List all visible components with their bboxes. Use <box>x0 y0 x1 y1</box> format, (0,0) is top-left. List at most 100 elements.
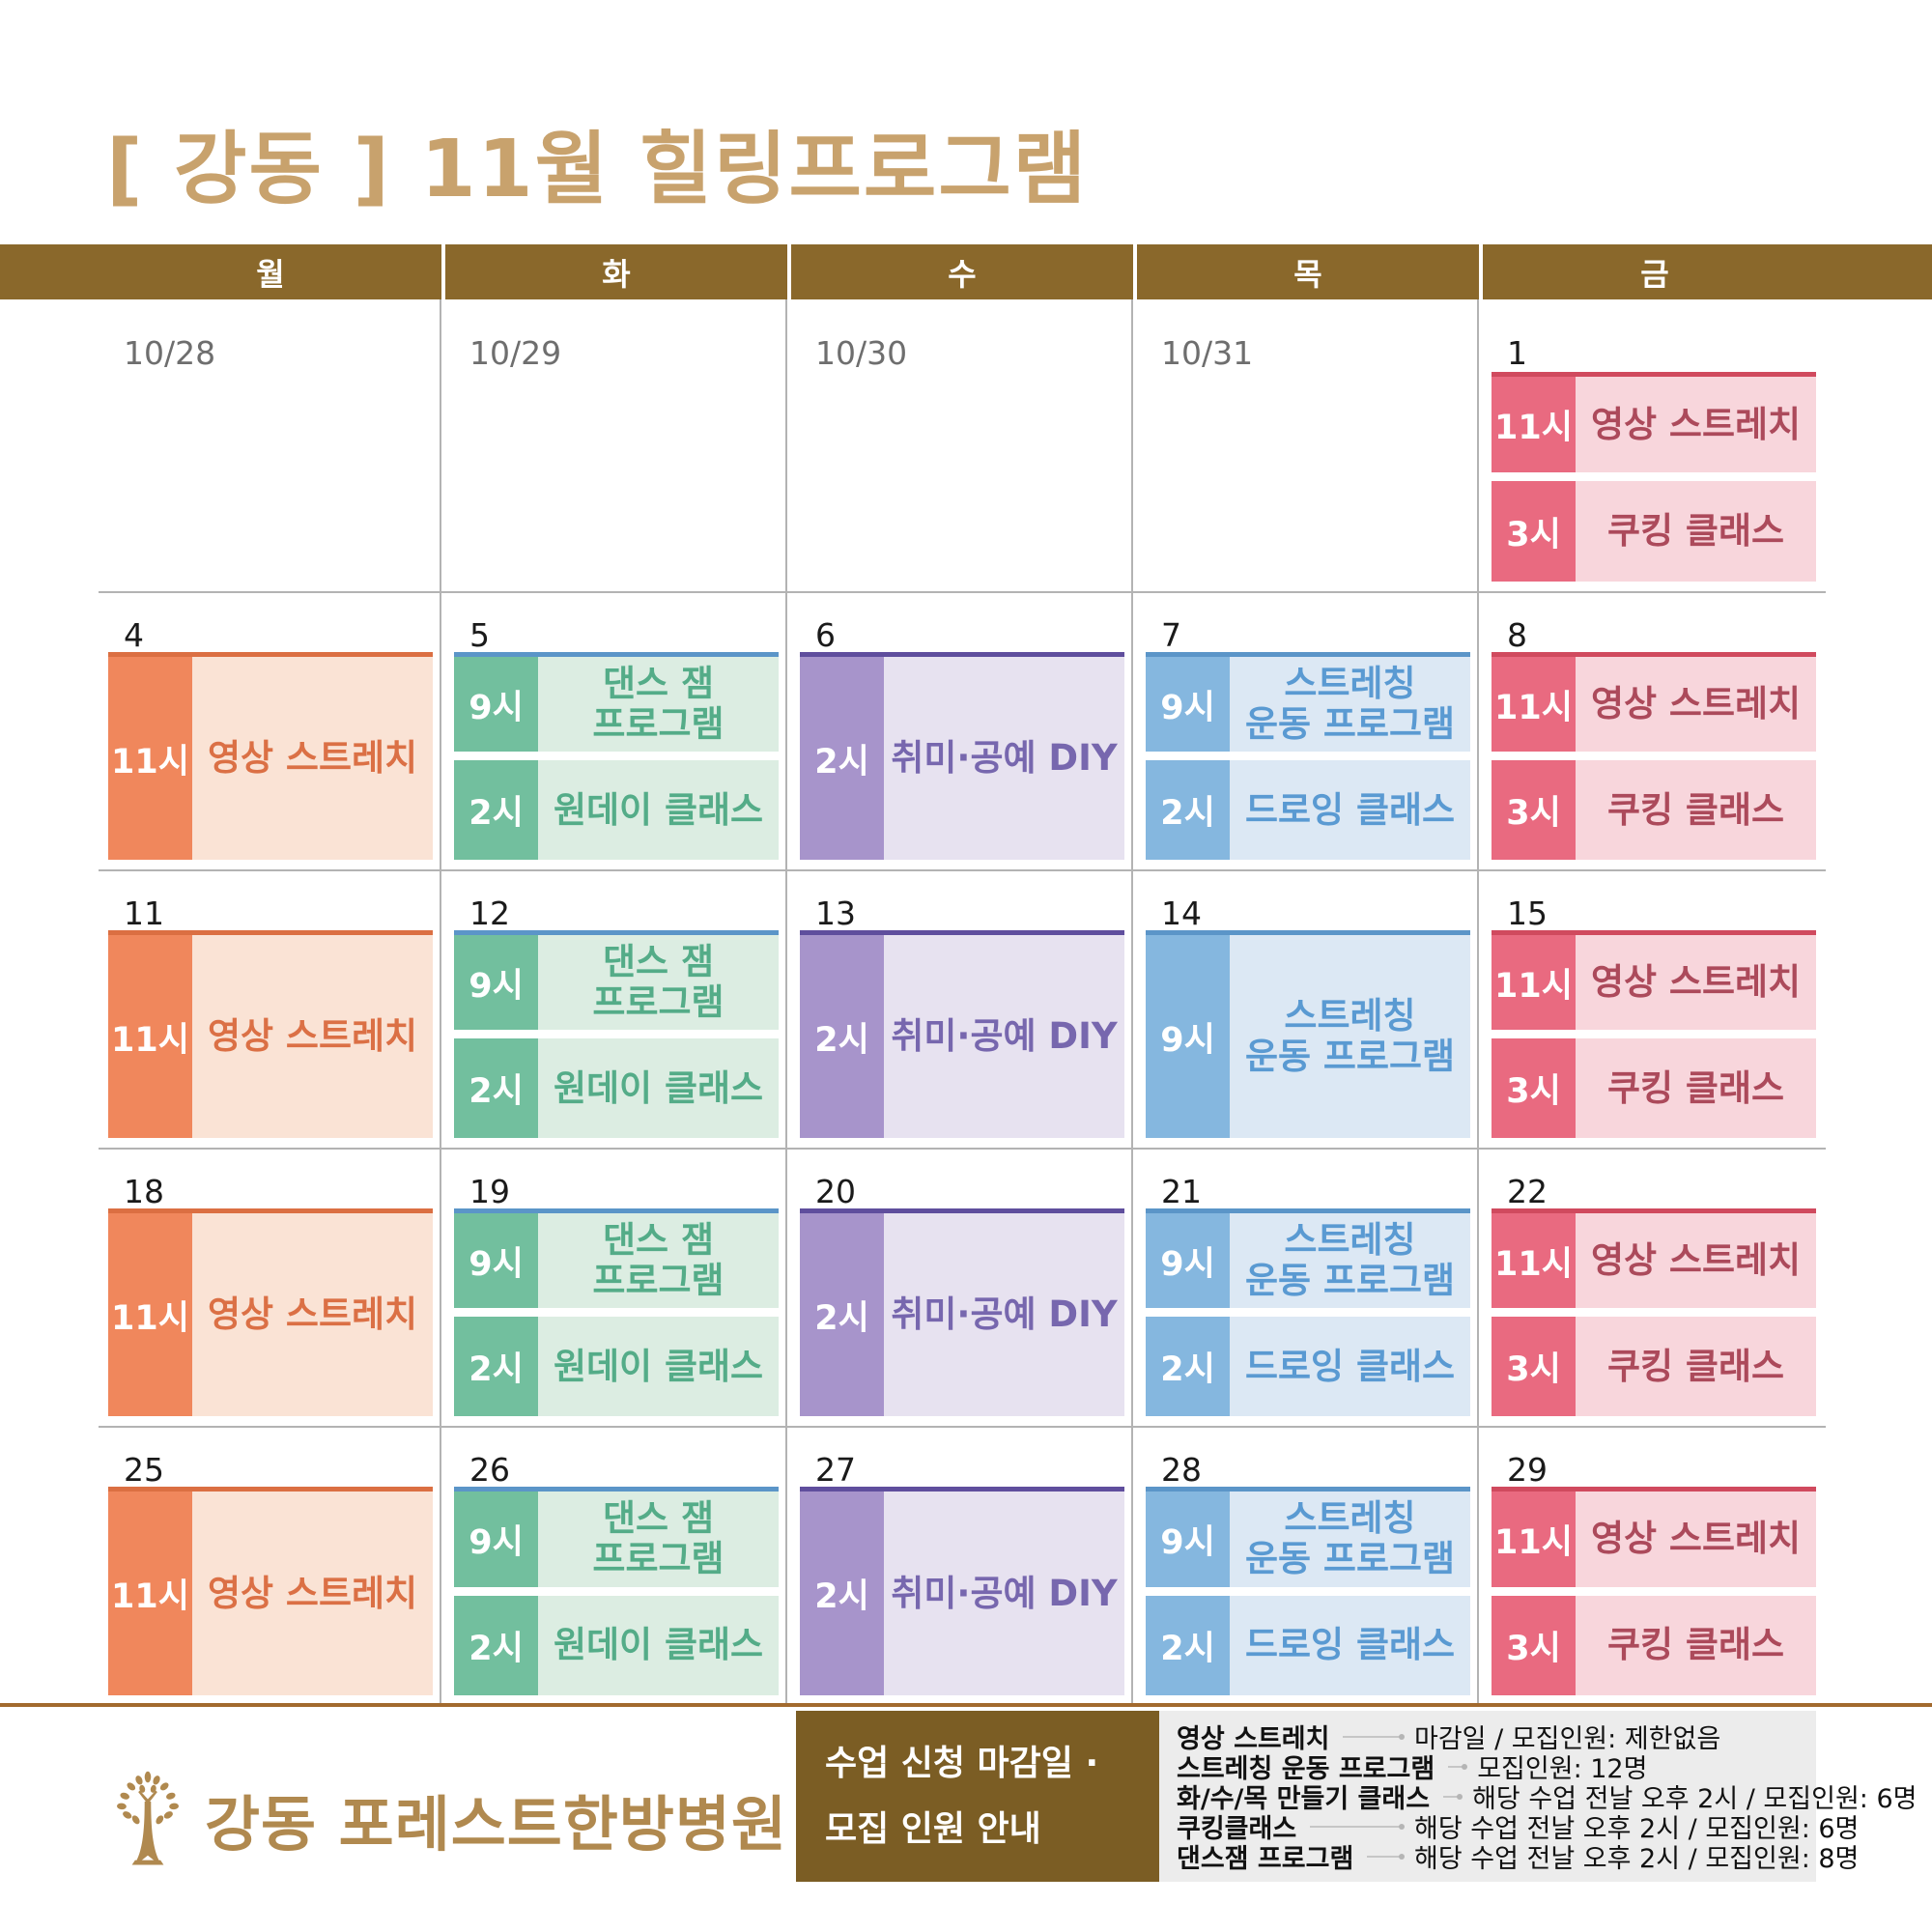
event-time: 2시 <box>454 1595 538 1695</box>
calendar-cell: 12 9시 댄스 잼 프로그램 2시 원데이 클래스 <box>454 869 779 1148</box>
event-block: 11시 영상 스트레치 3시 쿠킹 클래스 <box>1492 930 1816 1138</box>
event-block: 9시 스트레칭 운동 프로그램 2시 드로잉 클래스 <box>1146 1208 1470 1416</box>
info-row-value: 모집인원: 12명 <box>1477 1754 1648 1784</box>
event-row: 11시 영상 스트레치 <box>108 652 433 860</box>
date-label: 18 <box>124 1173 164 1210</box>
event-label: 댄스 잼 프로그램 <box>592 1497 724 1580</box>
event-row: 3시 쿠킹 클래스 <box>1492 1317 1816 1416</box>
weekday-label: 수 <box>948 255 977 293</box>
event-block: 9시 댄스 잼 프로그램 2시 원데이 클래스 <box>454 930 779 1138</box>
event-row: 2시 취미·공예 DIY <box>800 1487 1124 1695</box>
footer-divider <box>0 1703 1932 1707</box>
grid-line-horizontal <box>99 1148 1826 1150</box>
date-label: 7 <box>1161 616 1181 654</box>
event-block: 11시 영상 스트레치 <box>108 652 433 860</box>
connector-line <box>1448 1763 1468 1770</box>
connector-line <box>1367 1853 1405 1860</box>
calendar-cell: 22 11시 영상 스트레치 3시 쿠킹 클래스 <box>1492 1148 1816 1426</box>
event-label: 영상 스트레치 <box>1590 961 1802 1003</box>
event-time: 11시 <box>1492 1492 1576 1587</box>
event-label: 원데이 클래스 <box>553 788 764 831</box>
event-label: 댄스 잼 프로그램 <box>592 663 724 745</box>
date-label: 1 <box>1507 334 1527 372</box>
event-row: 2시 취미·공예 DIY <box>800 930 1124 1138</box>
calendar-cell: 19 9시 댄스 잼 프로그램 2시 원데이 클래스 <box>454 1148 779 1426</box>
event-row: 11시 영상 스트레치 <box>108 1487 433 1695</box>
event-time: 11시 <box>1492 935 1576 1030</box>
event-label: 영상 스트레치 <box>207 1572 418 1614</box>
event-time: 11시 <box>108 935 192 1138</box>
event-row: 11시 영상 스트레치 <box>1492 372 1816 472</box>
event-label: 스트레칭 운동 프로그램 <box>1244 1497 1456 1580</box>
event-label: 스트레칭 운동 프로그램 <box>1244 995 1456 1077</box>
calendar-cell: 20 2시 취미·공예 DIY <box>800 1148 1124 1426</box>
event-label: 영상 스트레치 <box>1590 683 1802 724</box>
calendar-cell: 10/28 <box>108 299 433 591</box>
calendar-cell: 15 11시 영상 스트레치 3시 쿠킹 클래스 <box>1492 869 1816 1148</box>
event-row: 2시 드로잉 클래스 <box>1146 1595 1470 1695</box>
event-block: 11시 영상 스트레치 <box>108 1487 433 1695</box>
info-row-value: 해당 수업 전날 오후 2시 / 모집인원: 6명 <box>1472 1784 1918 1814</box>
date-label: 10/30 <box>815 334 908 372</box>
calendar-cell: 1 11시 영상 스트레치 3시 쿠킹 클래스 <box>1492 299 1816 591</box>
connector-line <box>1443 1793 1463 1800</box>
event-label: 쿠킹 클래스 <box>1606 1624 1785 1666</box>
event-row: 2시 원데이 클래스 <box>454 760 779 860</box>
calendar-cell: 8 11시 영상 스트레치 3시 쿠킹 클래스 <box>1492 591 1816 869</box>
event-label: 드로잉 클래스 <box>1244 788 1456 831</box>
event-label: 영상 스트레치 <box>207 1015 418 1057</box>
event-block: 9시 스트레칭 운동 프로그램 2시 드로잉 클래스 <box>1146 652 1470 860</box>
date-label: 29 <box>1507 1451 1548 1489</box>
event-block: 11시 영상 스트레치 3시 쿠킹 클래스 <box>1492 1208 1816 1416</box>
weekday-header-cell <box>1483 244 1932 299</box>
event-block: 9시 스트레칭 운동 프로그램 <box>1146 930 1470 1138</box>
event-row: 9시 스트레칭 운동 프로그램 <box>1146 1208 1470 1308</box>
grid-line-vertical <box>1477 299 1479 1705</box>
info-row-value: 마감일 / 모집인원: 제한없음 <box>1414 1724 1721 1754</box>
event-row: 11시 영상 스트레치 <box>108 930 433 1138</box>
calendar-cell: 28 9시 스트레칭 운동 프로그램 2시 드로잉 클래스 <box>1146 1426 1470 1705</box>
calendar-cell: 5 9시 댄스 잼 프로그램 2시 원데이 클래스 <box>454 591 779 869</box>
date-label: 20 <box>815 1173 856 1210</box>
info-row-value: 해당 수업 전날 오후 2시 / 모집인원: 6명 <box>1414 1814 1860 1844</box>
event-row: 9시 스트레칭 운동 프로그램 <box>1146 1487 1470 1587</box>
event-block: 11시 영상 스트레치 3시 쿠킹 클래스 <box>1492 1487 1816 1695</box>
event-row: 9시 댄스 잼 프로그램 <box>454 930 779 1030</box>
date-label: 12 <box>469 895 510 932</box>
event-time: 11시 <box>1492 377 1576 472</box>
date-label: 10/29 <box>469 334 562 372</box>
event-label: 취미·공예 DIY <box>891 1015 1118 1057</box>
event-label: 영상 스트레치 <box>207 1293 418 1335</box>
info-row: 화/수/목 만들기 클래스 해당 수업 전날 오후 2시 / 모집인원: 6명 <box>1177 1781 1917 1814</box>
page-title: [ 강동 ] 11월 힐링프로그램 <box>106 124 1089 215</box>
event-time: 9시 <box>1146 1213 1230 1308</box>
event-time: 9시 <box>1146 1492 1230 1587</box>
event-label: 쿠킹 클래스 <box>1606 788 1785 831</box>
event-time: 9시 <box>1146 657 1230 752</box>
info-row-value: 해당 수업 전날 오후 2시 / 모집인원: 8명 <box>1414 1844 1860 1874</box>
event-time: 3시 <box>1492 1038 1576 1138</box>
event-row: 11시 영상 스트레치 <box>108 1208 433 1416</box>
calendar-cell: 18 11시 영상 스트레치 <box>108 1148 433 1426</box>
info-row: 쿠킹클래스 해당 수업 전날 오후 2시 / 모집인원: 6명 <box>1177 1811 1859 1844</box>
event-label: 쿠킹 클래스 <box>1606 510 1785 552</box>
date-label: 28 <box>1161 1451 1202 1489</box>
event-label: 원데이 클래스 <box>553 1066 764 1109</box>
info-row: 댄스잼 프로그램 해당 수업 전날 오후 2시 / 모집인원: 8명 <box>1177 1841 1859 1874</box>
event-label: 취미·공예 DIY <box>891 1293 1118 1335</box>
connector-line <box>1310 1823 1405 1830</box>
event-label: 영상 스트레치 <box>207 737 418 779</box>
event-block: 2시 취미·공예 DIY <box>800 930 1124 1138</box>
event-time: 2시 <box>454 760 538 860</box>
event-row: 9시 댄스 잼 프로그램 <box>454 1487 779 1587</box>
weekday-label: 목 <box>1293 255 1322 293</box>
calendar-cell: 10/31 <box>1146 299 1470 591</box>
event-label: 원데이 클래스 <box>553 1624 764 1666</box>
event-row: 3시 쿠킹 클래스 <box>1492 481 1816 582</box>
event-time: 3시 <box>1492 760 1576 860</box>
grid-line-horizontal <box>99 1426 1826 1428</box>
calendar-cell: 10/30 <box>800 299 1124 591</box>
event-label: 영상 스트레치 <box>1590 1518 1802 1560</box>
calendar-cell: 25 11시 영상 스트레치 <box>108 1426 433 1705</box>
